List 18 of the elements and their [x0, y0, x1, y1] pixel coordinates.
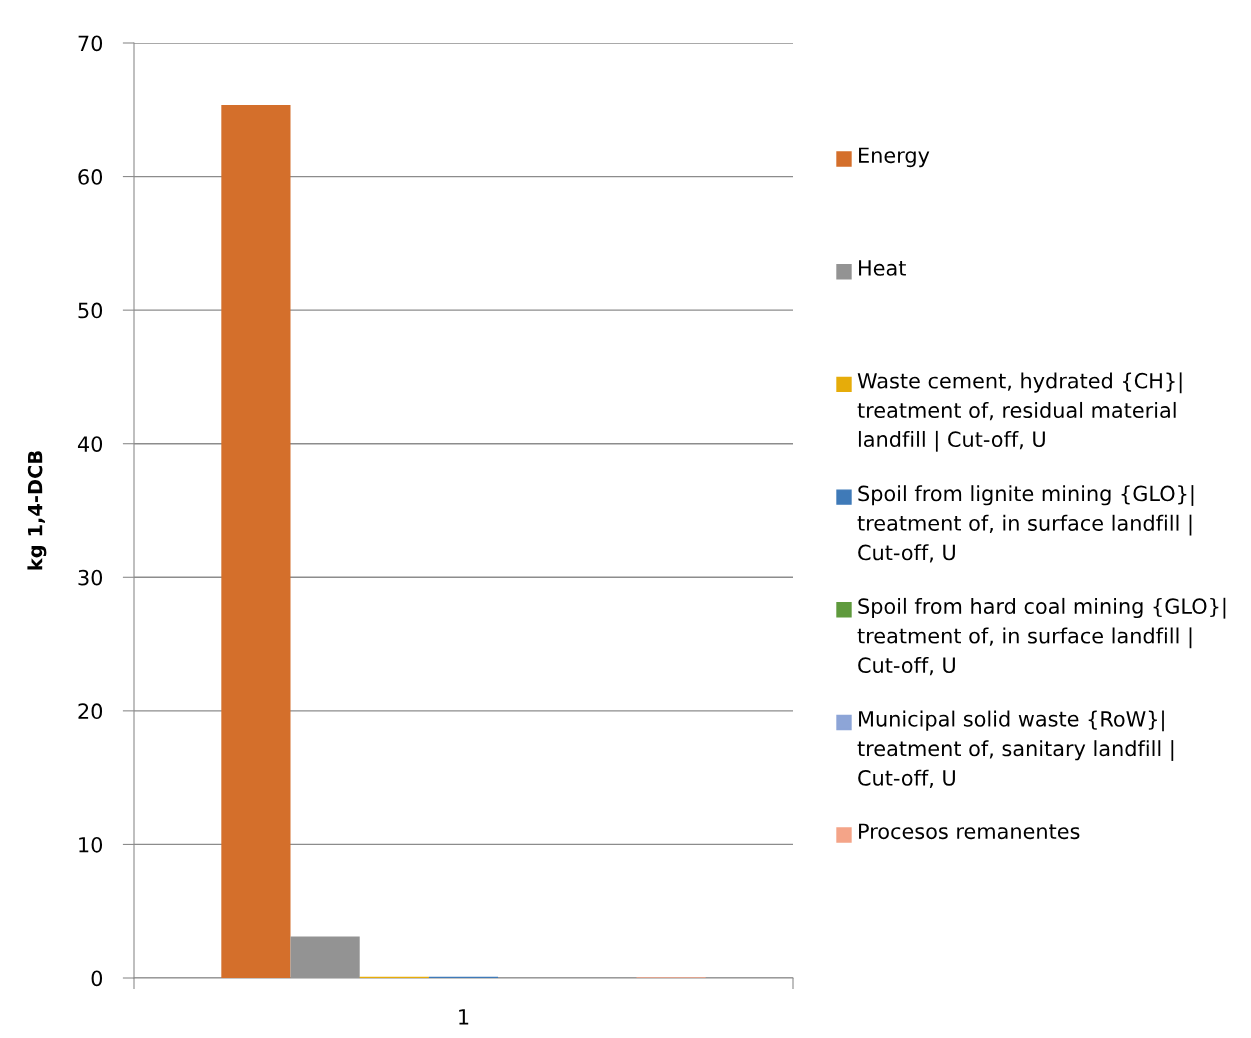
y-tick-label: 60 [78, 169, 103, 185]
y-tick-label: 0 [91, 970, 103, 987]
legend-label: Energy [859, 147, 930, 168]
y-tick-label: 40 [77, 436, 103, 452]
legend-label: Municipal solid waste {RoW}| treatment of, sanitary landfill | Cut-off, U [857, 710, 1174, 788]
x-tick-label: 1 [459, 1009, 469, 1025]
y-tick-label: 50 [78, 302, 103, 319]
y-axis-title: kg 1,4-DCB [27, 451, 47, 570]
legend-label: Spoil from lignite mining {GLO}| treatment of, in surface landfill | Cut-off, U [857, 485, 1194, 563]
y-tick-label: 20 [78, 703, 103, 720]
y-tick-label: 70 [78, 35, 103, 52]
y-tick-label: 30 [78, 569, 103, 586]
y-tick-label: 10 [79, 836, 103, 853]
bar [221, 105, 291, 978]
legend-label: Procesos remanentes [859, 823, 1080, 840]
legend-label: Waste cement, hydrated {CH}| treatment of, residual material landfill | Cut-off, U [857, 372, 1182, 452]
legend-label: Spoil from hard coal mining {GLO}| treatment of, in surface landfill | Cut-off, U [857, 597, 1226, 676]
legend-label: Heat [859, 260, 906, 276]
